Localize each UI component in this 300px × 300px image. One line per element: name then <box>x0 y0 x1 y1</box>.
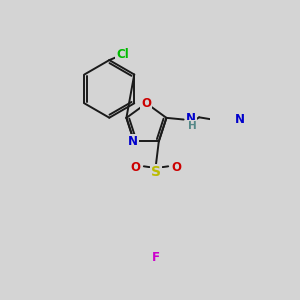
Text: Cl: Cl <box>116 48 129 61</box>
Text: O: O <box>172 161 182 174</box>
Text: S: S <box>151 165 161 179</box>
Text: F: F <box>152 251 160 264</box>
Text: N: N <box>235 113 245 126</box>
Text: N: N <box>128 135 138 148</box>
Text: O: O <box>141 97 152 110</box>
Text: N: N <box>186 112 197 125</box>
Text: H: H <box>188 121 197 131</box>
Text: O: O <box>130 161 140 174</box>
